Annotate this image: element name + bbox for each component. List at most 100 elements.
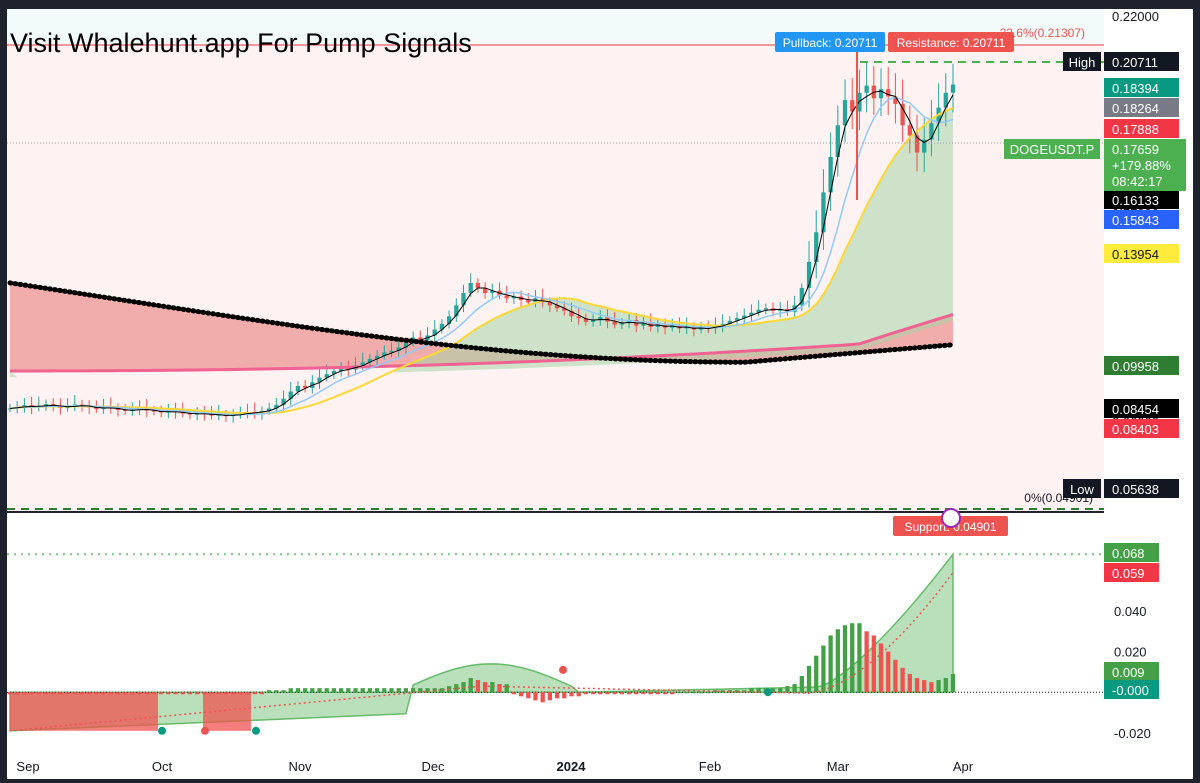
candle bbox=[115, 403, 121, 417]
candle-body bbox=[929, 123, 934, 140]
price-tag-value: 0.20711 bbox=[1112, 55, 1158, 70]
candle-body bbox=[475, 282, 481, 288]
histogram-bar bbox=[590, 692, 596, 695]
histogram-bar bbox=[698, 692, 704, 694]
candle-body bbox=[151, 410, 157, 412]
candle bbox=[864, 61, 869, 113]
histogram-bar bbox=[785, 686, 790, 693]
histogram-bar bbox=[936, 680, 941, 693]
histogram-bar bbox=[950, 673, 956, 693]
histogram-bar bbox=[310, 688, 315, 693]
histogram-bar bbox=[425, 688, 430, 693]
candle-body bbox=[274, 405, 279, 409]
histogram-bar bbox=[72, 692, 77, 695]
candle-body bbox=[684, 326, 689, 329]
price-tag-value: 0.16133 bbox=[1112, 193, 1159, 208]
candle-body bbox=[590, 320, 596, 322]
histogram-bar bbox=[374, 688, 380, 693]
time-tick: Apr bbox=[953, 759, 974, 774]
candle bbox=[43, 399, 49, 411]
candle bbox=[655, 319, 661, 333]
histogram-bar bbox=[533, 692, 538, 701]
candle bbox=[432, 320, 437, 343]
time-tick: Mar bbox=[827, 759, 850, 774]
candle-body bbox=[180, 412, 185, 414]
candle-body bbox=[799, 287, 804, 306]
candle-body bbox=[7, 408, 13, 410]
histogram-bar bbox=[806, 665, 812, 693]
change-percent: +179.88% bbox=[1112, 158, 1171, 173]
histogram-bar bbox=[79, 692, 85, 695]
histogram-bar bbox=[626, 692, 632, 695]
candle-body bbox=[43, 404, 49, 407]
candle-body bbox=[943, 92, 948, 108]
time-tick: Nov bbox=[288, 759, 312, 774]
symbol-tag-bg bbox=[1004, 139, 1100, 159]
histogram-bar bbox=[929, 682, 934, 693]
trend-line bbox=[7, 280, 956, 365]
cross-marker bbox=[559, 665, 567, 674]
candle-body bbox=[742, 315, 747, 319]
price-tag: 0.08403 bbox=[1104, 419, 1179, 438]
histogram-bar bbox=[691, 692, 696, 694]
candle-body bbox=[547, 301, 553, 306]
histogram-bar bbox=[893, 659, 898, 693]
candle-body bbox=[324, 374, 329, 378]
price-tag-value: 0.05638 bbox=[1112, 482, 1159, 497]
time-axis bbox=[7, 753, 1193, 779]
price-tag-value: 0.18264 bbox=[1112, 101, 1159, 116]
histogram-bar bbox=[835, 629, 840, 693]
candle bbox=[317, 369, 322, 389]
candle-body bbox=[864, 85, 869, 93]
last-price: 0.17659 bbox=[1112, 142, 1159, 157]
candle-body bbox=[907, 125, 912, 136]
price-tag-label-bg bbox=[1063, 52, 1101, 71]
candle bbox=[439, 319, 445, 334]
candle bbox=[756, 300, 761, 317]
histogram-bar bbox=[756, 688, 761, 693]
price-tag-value: 0.13954 bbox=[1112, 247, 1159, 262]
candle bbox=[475, 278, 481, 293]
candle-body bbox=[115, 408, 121, 411]
negative-zone bbox=[10, 692, 158, 731]
candle-body bbox=[641, 323, 646, 326]
candle bbox=[907, 105, 912, 154]
time-tick: 2024 bbox=[557, 759, 587, 774]
candle bbox=[893, 73, 898, 124]
price-tag-bg bbox=[1104, 399, 1179, 418]
price-tag: 0.16133 bbox=[1104, 190, 1179, 209]
candle bbox=[929, 100, 934, 157]
histogram-bar bbox=[22, 692, 27, 695]
histogram-bar bbox=[562, 692, 567, 699]
histogram-bar bbox=[914, 678, 920, 693]
price-tag-value: 0.15843 bbox=[1112, 213, 1159, 228]
slow-ma-line bbox=[9, 313, 954, 373]
candle-body bbox=[490, 290, 495, 294]
candle-body bbox=[331, 370, 337, 375]
candle-body bbox=[878, 89, 884, 99]
histogram-bar bbox=[36, 692, 41, 695]
candle bbox=[396, 338, 401, 357]
candle-body bbox=[554, 305, 560, 309]
candle bbox=[454, 298, 459, 322]
histogram-bar bbox=[302, 688, 308, 693]
candle-body bbox=[612, 321, 617, 325]
candle bbox=[850, 78, 855, 130]
histogram-bar bbox=[231, 692, 236, 695]
histogram-bar bbox=[418, 688, 423, 693]
time-tick: Sep bbox=[16, 759, 39, 774]
histogram-bar bbox=[907, 673, 912, 693]
histogram-bar bbox=[338, 688, 344, 693]
candle-body bbox=[367, 358, 373, 363]
candle-body bbox=[389, 350, 394, 353]
price-tag-value: 0.09958 bbox=[1112, 359, 1159, 374]
candle-body bbox=[893, 96, 898, 104]
candle-body bbox=[302, 385, 308, 388]
candle-body bbox=[281, 398, 286, 406]
histogram-bar bbox=[15, 692, 20, 695]
candle bbox=[835, 105, 840, 177]
oscillator-tag: 0.068 bbox=[1104, 543, 1159, 562]
histogram-bar bbox=[598, 692, 603, 695]
